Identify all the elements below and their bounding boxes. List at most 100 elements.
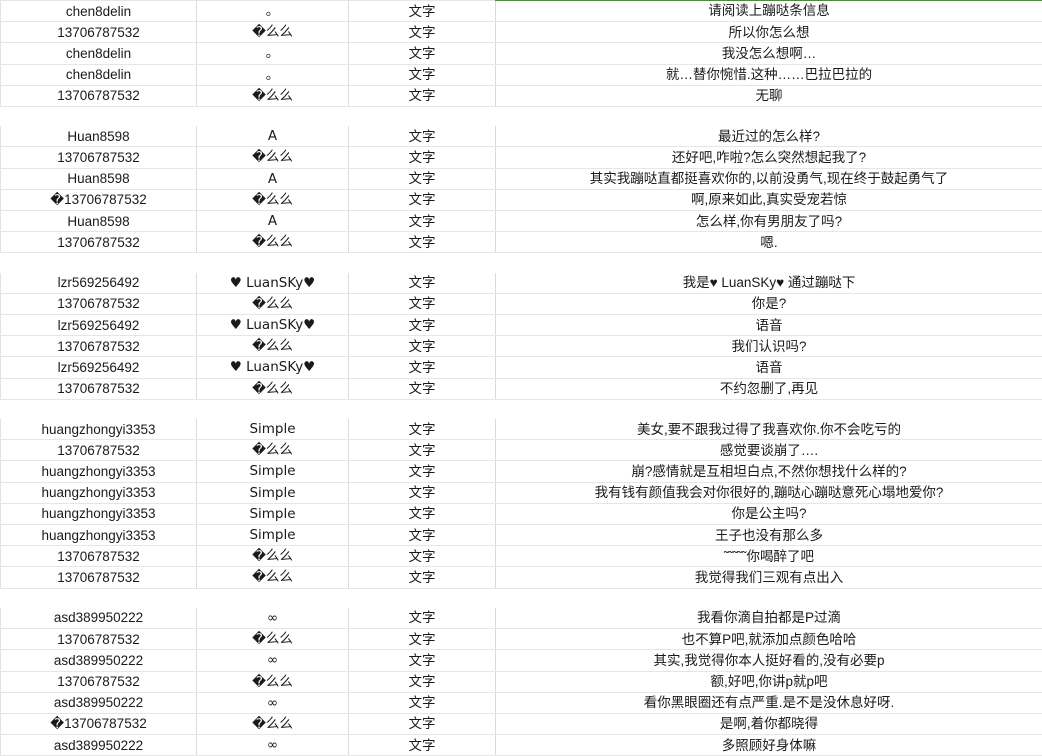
cell-sender-id[interactable]: chen8delin [1,64,197,85]
cell-message[interactable]: 就…替你惋惜.这种……巴拉巴拉的 [496,64,1042,85]
table-row[interactable]: chen8delin。文字我没怎么想啊… [1,43,1042,64]
cell-nickname[interactable]: ∞ [197,692,349,713]
cell-sender-id[interactable]: chen8delin [1,43,197,64]
cell-message[interactable]: ˜˜˜˜˜你喝醉了吧 [496,546,1042,567]
cell-nickname[interactable]: �么么 [197,147,349,168]
table-row[interactable]: 13706787532�么么文字你是? [1,293,1042,314]
cell-nickname[interactable]: A [197,168,349,189]
table-row[interactable]: 13706787532�么么文字也不算P吧,就添加点颜色哈哈 [1,629,1042,650]
cell-message-type[interactable]: 文字 [349,126,496,147]
table-row[interactable]: �13706787532�么么文字啊,原来如此,真实受宠若惊 [1,189,1042,210]
table-row[interactable]: 13706787532�么么文字感觉要谈崩了…. [1,440,1042,461]
cell-message[interactable]: 怎么样,你有男朋友了吗? [496,211,1042,232]
cell-message[interactable]: 额,好吧,你讲p就p吧 [496,671,1042,692]
cell-nickname[interactable]: 。 [197,1,349,22]
cell-message[interactable]: 是啊,着你都晓得 [496,713,1042,734]
cell-message[interactable]: 感觉要谈崩了…. [496,440,1042,461]
table-row[interactable]: asd389950222∞文字其实,我觉得你本人挺好看的,没有必要p [1,650,1042,671]
cell-sender-id[interactable]: asd389950222 [1,735,197,756]
cell-nickname[interactable]: ♥ LuanSKy♥ [197,273,349,294]
cell-nickname[interactable]: �么么 [197,378,349,399]
cell-sender-id[interactable]: �13706787532 [1,713,197,734]
cell-message[interactable]: 请阅读上蹦哒条信息 [496,1,1042,22]
cell-message-type[interactable]: 文字 [349,1,496,22]
cell-message[interactable]: 嗯. [496,232,1042,253]
cell-sender-id[interactable]: asd389950222 [1,650,197,671]
cell-message[interactable]: 我觉得我们三观有点出入 [496,567,1042,588]
cell-sender-id[interactable]: asd389950222 [1,608,197,629]
cell-nickname[interactable]: �么么 [197,629,349,650]
table-row[interactable]: 13706787532�么么文字所以你怎么想 [1,22,1042,43]
cell-nickname[interactable]: ∞ [197,608,349,629]
cell-sender-id[interactable]: huangzhongyi3353 [1,525,197,546]
cell-message-type[interactable]: 文字 [349,85,496,106]
cell-message-type[interactable]: 文字 [349,211,496,232]
cell-sender-id[interactable]: huangzhongyi3353 [1,482,197,503]
cell-message[interactable]: 其实我蹦哒直都挺喜欢你的,以前没勇气,现在终于鼓起勇气了 [496,168,1042,189]
cell-sender-id[interactable]: huangzhongyi3353 [1,461,197,482]
table-row[interactable]: asd389950222∞文字我看你滴自拍都是P过滴 [1,608,1042,629]
cell-nickname[interactable]: A [197,126,349,147]
cell-sender-id[interactable]: 13706787532 [1,336,197,357]
cell-message-type[interactable]: 文字 [349,440,496,461]
cell-message-type[interactable]: 文字 [349,273,496,294]
cell-message-type[interactable]: 文字 [349,482,496,503]
cell-sender-id[interactable]: 13706787532 [1,293,197,314]
cell-message[interactable]: 所以你怎么想 [496,22,1042,43]
table-row[interactable]: lzr569256492♥ LuanSKy♥文字语音 [1,357,1042,378]
cell-sender-id[interactable]: Huan8598 [1,211,197,232]
cell-message-type[interactable]: 文字 [349,22,496,43]
cell-message-type[interactable]: 文字 [349,232,496,253]
table-row[interactable]: 13706787532�么么文字还好吧,咋啦?怎么突然想起我了? [1,147,1042,168]
cell-message-type[interactable]: 文字 [349,608,496,629]
cell-nickname[interactable]: �么么 [197,85,349,106]
cell-message[interactable]: 美女,要不跟我过得了我喜欢你.你不会吃亏的 [496,419,1042,440]
cell-sender-id[interactable]: chen8delin [1,1,197,22]
cell-nickname[interactable]: ♥ LuanSKy♥ [197,315,349,336]
cell-sender-id[interactable]: lzr569256492 [1,273,197,294]
cell-sender-id[interactable]: 13706787532 [1,85,197,106]
cell-message[interactable]: 其实,我觉得你本人挺好看的,没有必要p [496,650,1042,671]
cell-message[interactable]: 我是♥ LuanSKy♥ 通过蹦哒下 [496,273,1042,294]
table-row[interactable]: 13706787532�么么文字我觉得我们三观有点出入 [1,567,1042,588]
cell-message-type[interactable]: 文字 [349,293,496,314]
cell-nickname[interactable]: �么么 [197,567,349,588]
cell-message-type[interactable]: 文字 [349,629,496,650]
table-row[interactable]: 13706787532�么么文字不约忽删了,再见 [1,378,1042,399]
table-row[interactable]: lzr569256492♥ LuanSKy♥文字我是♥ LuanSKy♥ 通过蹦… [1,273,1042,294]
cell-nickname[interactable]: ♥ LuanSKy♥ [197,357,349,378]
cell-sender-id[interactable]: Huan8598 [1,126,197,147]
cell-sender-id[interactable]: 13706787532 [1,440,197,461]
cell-message-type[interactable]: 文字 [349,546,496,567]
cell-nickname[interactable]: �么么 [197,440,349,461]
table-row[interactable]: 13706787532�么么文字无聊 [1,85,1042,106]
cell-nickname[interactable]: Simple [197,525,349,546]
cell-message-type[interactable]: 文字 [349,671,496,692]
cell-message-type[interactable]: 文字 [349,336,496,357]
table-row[interactable]: 13706787532�么么文字我们认识吗? [1,336,1042,357]
cell-message[interactable]: 啊,原来如此,真实受宠若惊 [496,189,1042,210]
cell-sender-id[interactable]: lzr569256492 [1,315,197,336]
table-row[interactable]: asd389950222∞文字多照顾好身体嘛 [1,735,1042,756]
table-row[interactable]: chen8delin。文字请阅读上蹦哒条信息 [1,1,1042,22]
cell-message-type[interactable]: 文字 [349,378,496,399]
cell-message[interactable]: 也不算P吧,就添加点颜色哈哈 [496,629,1042,650]
cell-message-type[interactable]: 文字 [349,357,496,378]
cell-message-type[interactable]: 文字 [349,525,496,546]
cell-message[interactable]: 语音 [496,315,1042,336]
cell-sender-id[interactable]: 13706787532 [1,671,197,692]
cell-message-type[interactable]: 文字 [349,43,496,64]
cell-sender-id[interactable]: 13706787532 [1,232,197,253]
cell-sender-id[interactable]: �13706787532 [1,189,197,210]
cell-nickname[interactable]: Simple [197,461,349,482]
cell-nickname[interactable]: ∞ [197,735,349,756]
cell-message-type[interactable]: 文字 [349,147,496,168]
cell-nickname[interactable]: �么么 [197,232,349,253]
cell-message-type[interactable]: 文字 [349,419,496,440]
